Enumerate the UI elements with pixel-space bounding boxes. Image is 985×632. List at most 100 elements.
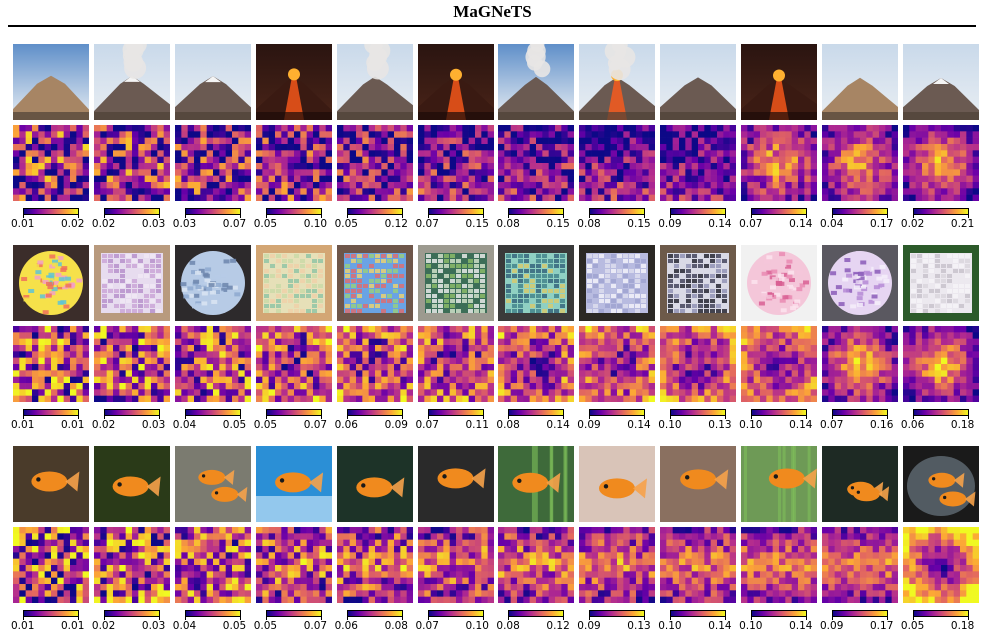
- attention-heatmap: [336, 527, 413, 603]
- colorbar-min-label: 0.06: [334, 419, 358, 431]
- colorbar: [184, 208, 241, 218]
- colorbar-min-label: 0.07: [415, 620, 439, 632]
- sample-image: [579, 446, 656, 522]
- colorbar-min-label: 0.02: [91, 419, 116, 431]
- colorbar: [103, 208, 160, 218]
- sample-image: [417, 245, 494, 321]
- colorbar-max-label: 0.18: [950, 620, 975, 632]
- colorbar: [346, 208, 403, 218]
- colorbar: [346, 409, 403, 419]
- sample-image: [498, 446, 575, 522]
- colorbar-max-label: 0.08: [384, 620, 408, 632]
- colorbar: [912, 208, 969, 218]
- colorbar-max-label: 0.05: [222, 620, 247, 632]
- colorbar-min-label: 0.01: [11, 620, 35, 632]
- colorbar: [184, 409, 241, 419]
- sample-image: [822, 245, 898, 321]
- sample-image: [822, 446, 898, 522]
- attention-heatmap: [498, 326, 575, 402]
- sample-image: [498, 44, 575, 120]
- colorbar: [589, 610, 646, 620]
- sample-image: [174, 446, 251, 522]
- colorbar: [23, 208, 79, 218]
- sample-image: [93, 446, 170, 522]
- colorbar: [265, 208, 322, 218]
- colorbar-min-label: 0.09: [577, 419, 601, 431]
- sample-image: [174, 245, 251, 321]
- attention-heatmap: [255, 125, 332, 201]
- colorbar: [103, 409, 160, 419]
- colorbar-min-label: 0.02: [900, 218, 925, 230]
- colorbar: [23, 409, 79, 419]
- attention-heatmap: [498, 125, 575, 201]
- colorbar-min-label: 0.03: [172, 218, 197, 230]
- sample-image: [902, 245, 979, 321]
- colorbar-max-label: 0.07: [303, 419, 328, 431]
- attention-heatmap: [93, 125, 170, 201]
- sample-image: [660, 245, 737, 321]
- colorbar: [103, 610, 160, 620]
- sample-image: [741, 245, 818, 321]
- sample-image: [741, 44, 818, 120]
- sample-image: [660, 44, 737, 120]
- colorbar-max-label: 0.14: [789, 218, 813, 230]
- colorbar: [508, 610, 565, 620]
- colorbar-max-label: 0.12: [384, 218, 408, 230]
- colorbar-max-label: 0.05: [222, 419, 247, 431]
- colorbar-min-label: 0.06: [900, 419, 925, 431]
- colorbar: [912, 610, 969, 620]
- attention-heatmap: [822, 125, 898, 201]
- sample-image: [255, 446, 332, 522]
- sample-image: [579, 245, 656, 321]
- colorbar-max-label: 0.21: [950, 218, 975, 230]
- colorbar-max-label: 0.16: [870, 419, 894, 431]
- colorbar: [751, 409, 808, 419]
- colorbar-max-label: 0.17: [870, 620, 894, 632]
- attention-heatmap: [741, 527, 818, 603]
- colorbar-min-label: 0.04: [820, 218, 844, 230]
- attention-heatmap: [255, 326, 332, 402]
- colorbar: [427, 208, 484, 218]
- colorbar-max-label: 0.14: [708, 620, 732, 632]
- colorbar-max-label: 0.18: [950, 419, 975, 431]
- colorbar-max-label: 0.13: [627, 620, 651, 632]
- colorbar-min-label: 0.05: [253, 419, 278, 431]
- colorbar-max-label: 0.15: [465, 218, 489, 230]
- colorbar-max-label: 0.09: [384, 419, 408, 431]
- colorbar-max-label: 0.14: [546, 419, 570, 431]
- colorbar-max-label: 0.03: [141, 218, 166, 230]
- colorbar-max-label: 0.14: [708, 218, 732, 230]
- sample-image: [336, 245, 413, 321]
- colorbar: [23, 610, 79, 620]
- colorbar: [589, 409, 646, 419]
- attention-heatmap: [498, 527, 575, 603]
- colorbar-min-label: 0.07: [415, 419, 439, 431]
- colorbar-max-label: 0.11: [465, 419, 489, 431]
- colorbar-max-label: 0.13: [708, 419, 732, 431]
- colorbar-min-label: 0.04: [172, 419, 197, 431]
- sample-image: [336, 44, 413, 120]
- colorbar-min-label: 0.05: [900, 620, 925, 632]
- colorbar-min-label: 0.05: [253, 218, 278, 230]
- colorbar: [508, 409, 565, 419]
- colorbar-max-label: 0.01: [61, 620, 85, 632]
- colorbar-min-label: 0.01: [11, 419, 35, 431]
- title-rule: [8, 25, 976, 27]
- sample-image: [822, 44, 898, 120]
- colorbar: [751, 610, 808, 620]
- colorbar-min-label: 0.07: [739, 218, 763, 230]
- colorbar-min-label: 0.04: [172, 620, 197, 632]
- colorbar-min-label: 0.06: [334, 620, 358, 632]
- colorbar: [265, 409, 322, 419]
- attention-heatmap: [13, 125, 89, 201]
- attention-heatmap: [660, 326, 737, 402]
- attention-heatmap: [13, 326, 89, 402]
- colorbar-min-label: 0.07: [820, 419, 844, 431]
- attention-heatmap: [660, 527, 737, 603]
- colorbar-min-label: 0.10: [658, 419, 682, 431]
- colorbar-min-label: 0.05: [253, 620, 278, 632]
- sample-image: [336, 446, 413, 522]
- colorbar-min-label: 0.08: [496, 620, 520, 632]
- attention-heatmap: [93, 527, 170, 603]
